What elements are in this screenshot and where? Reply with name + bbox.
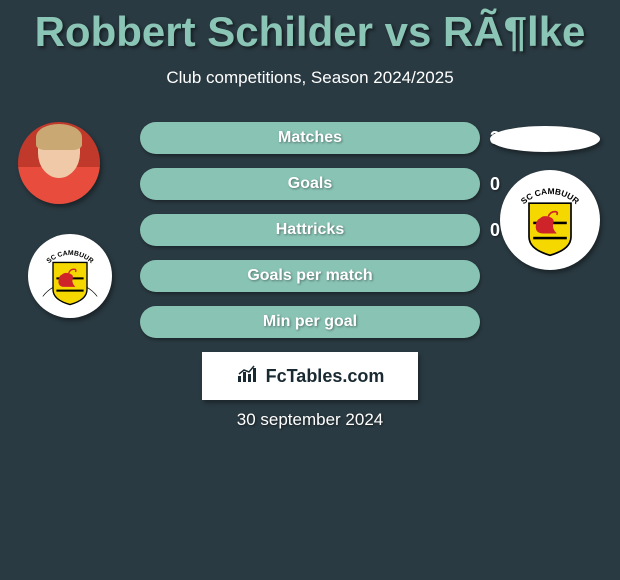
stat-pill: Min per goal	[140, 306, 480, 338]
stat-row-matches: Matches 3	[140, 122, 480, 154]
stat-pill: Goals per match	[140, 260, 480, 292]
branding-text: FcTables.com	[266, 366, 385, 387]
stats-list: Matches 3 Goals 0 Hattricks 0 Goals per …	[140, 122, 480, 352]
shield-icon: SC CAMBUUR	[508, 178, 592, 262]
barchart-icon	[236, 364, 260, 389]
subtitle: Club competitions, Season 2024/2025	[0, 68, 620, 88]
stat-value-right: 0	[490, 168, 500, 200]
stat-row-goals: Goals 0	[140, 168, 480, 200]
player-avatar-left	[18, 122, 100, 204]
stat-label: Goals	[288, 175, 332, 193]
stat-row-goals-per-match: Goals per match	[140, 260, 480, 292]
stat-label: Hattricks	[276, 221, 344, 239]
stat-label: Matches	[278, 129, 342, 147]
player-placeholder-right	[490, 126, 600, 152]
stat-row-hattricks: Hattricks 0	[140, 214, 480, 246]
stat-value-right: 0	[490, 214, 500, 246]
branding-box: FcTables.com	[202, 352, 418, 400]
stat-pill: Hattricks	[140, 214, 480, 246]
page-title: Robbert Schilder vs RÃ¶lke	[0, 0, 620, 56]
stat-pill: Goals	[140, 168, 480, 200]
team-badge-right: SC CAMBUUR	[500, 170, 600, 270]
stat-label: Min per goal	[263, 313, 357, 331]
stat-label: Goals per match	[247, 267, 372, 285]
stat-pill: Matches	[140, 122, 480, 154]
stat-row-min-per-goal: Min per goal	[140, 306, 480, 338]
team-badge-left: SC CAMBUUR	[28, 234, 112, 318]
date-text: 30 september 2024	[0, 410, 620, 430]
shield-icon: SC CAMBUUR	[36, 242, 104, 310]
